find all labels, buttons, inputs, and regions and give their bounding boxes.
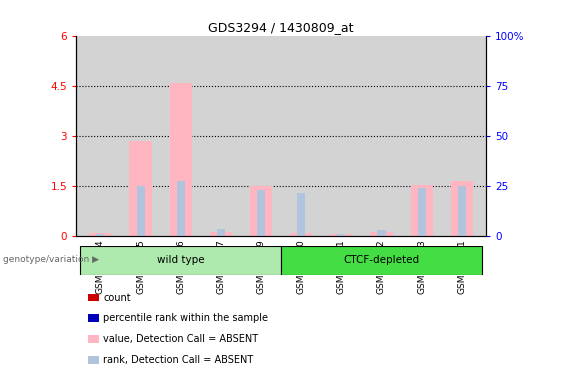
Text: genotype/variation ▶: genotype/variation ▶ (3, 255, 99, 265)
Bar (210, 232, 232, 236)
Bar (451, 181, 473, 236)
Title: GDS3294 / 1430809_at: GDS3294 / 1430809_at (208, 21, 354, 34)
Text: count: count (103, 293, 131, 303)
Bar (411, 185, 433, 236)
Bar (97, 234, 105, 236)
Bar (129, 141, 151, 236)
Bar (80, 246, 281, 275)
Text: percentile rank within the sample: percentile rank within the sample (103, 313, 268, 323)
Bar (337, 234, 345, 236)
Bar (217, 229, 225, 236)
Bar (89, 233, 111, 236)
Bar (281, 246, 482, 275)
Bar (458, 186, 466, 236)
Bar (170, 83, 192, 236)
Bar (371, 232, 393, 236)
Text: value, Detection Call = ABSENT: value, Detection Call = ABSENT (103, 334, 259, 344)
Bar (297, 193, 305, 236)
Text: CTCF-depleted: CTCF-depleted (344, 255, 420, 265)
Text: rank, Detection Call = ABSENT: rank, Detection Call = ABSENT (103, 355, 254, 365)
Bar (290, 233, 312, 236)
Text: wild type: wild type (157, 255, 205, 265)
Bar (177, 181, 185, 236)
Bar (250, 186, 272, 236)
Bar (331, 234, 353, 236)
Bar (257, 190, 265, 236)
Bar (377, 230, 385, 236)
Bar (137, 186, 145, 236)
Bar (418, 188, 425, 236)
